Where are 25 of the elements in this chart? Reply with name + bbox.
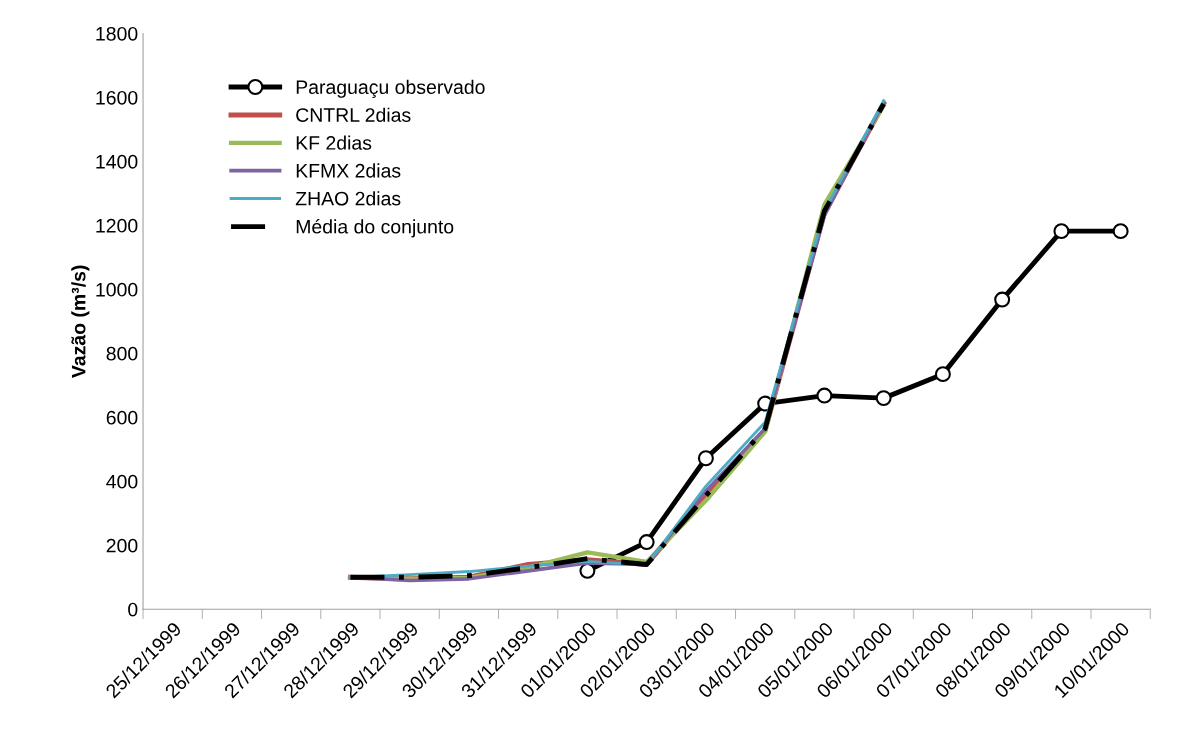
point: [934, 366, 951, 383]
y-tick-label: 600: [106, 410, 138, 425]
legend-label: KFMX 2dias: [296, 163, 401, 178]
point: [638, 534, 655, 551]
point: [1053, 223, 1070, 240]
y-tick-label: 1600: [96, 90, 138, 105]
point: [1112, 223, 1129, 240]
y-tick-label: 1000: [96, 282, 138, 297]
y-tick-label: 800: [106, 346, 138, 361]
point: [994, 291, 1011, 308]
y-tick-label: 1400: [96, 154, 138, 169]
point: [697, 450, 714, 467]
y-tick-label: 0: [128, 602, 138, 617]
y-tick-label: 400: [106, 474, 138, 489]
y-tick-label: 200: [106, 538, 138, 553]
y-tick-label: 1200: [96, 218, 138, 233]
point: [816, 387, 833, 404]
legend-label: ZHAO 2dias: [295, 191, 401, 206]
legend-label: Média do conjunto: [296, 219, 454, 238]
legend-label: CNTRL 2dias: [296, 107, 411, 122]
point: [875, 390, 892, 407]
y-axis-title: Vazão (m³/s): [71, 265, 90, 378]
y-tick-label: 1800: [96, 26, 138, 41]
legend-label: Paraguaçu observado: [296, 79, 485, 98]
legend-label: KF 2dias: [296, 135, 372, 150]
